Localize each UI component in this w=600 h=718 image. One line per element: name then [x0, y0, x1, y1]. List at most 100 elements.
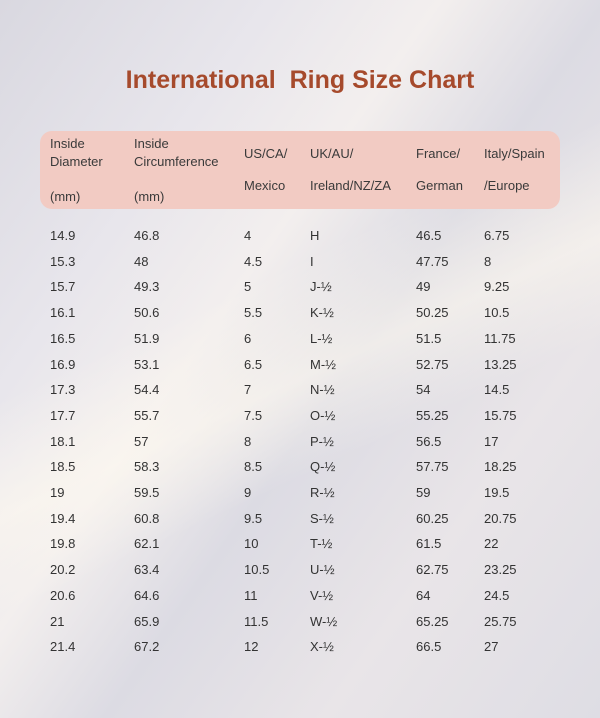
table-cell: 18.1	[50, 433, 76, 449]
table-cell: 50.6	[134, 305, 160, 321]
column-header-text: Italy/Spain	[484, 146, 545, 161]
table-cell: 18.5	[50, 459, 76, 475]
table-row: 19.8 62.1 10 T-½ 61.5 22	[0, 536, 600, 556]
table-cell: 15.3	[50, 253, 76, 269]
table-cell: 10.5	[484, 305, 510, 321]
table-cell: 8	[484, 253, 492, 269]
table-cell: 10	[244, 536, 259, 552]
table-cell: 21	[50, 613, 65, 629]
table-cell: 20.6	[50, 587, 76, 603]
table-row: 20.6 64.6 11 V-½ 64 24.5	[0, 588, 600, 608]
table-cell: 65.25	[416, 613, 449, 629]
table-cell: 15.7	[50, 279, 76, 295]
table-row: 14.9 46.8 4 H 46.5 6.75	[0, 228, 600, 248]
table-cell: 46.8	[134, 228, 160, 243]
column-header-text: UK/AU/	[310, 146, 354, 161]
table-cell: 18.25	[484, 459, 517, 475]
table-cell: 56.5	[416, 433, 442, 449]
table-cell: 19.8	[50, 536, 76, 552]
table-cell: 17.7	[50, 407, 76, 423]
table-cell: 15.75	[484, 407, 517, 423]
table-cell: P-½	[310, 433, 334, 449]
table-cell: 19	[50, 485, 65, 500]
table-row: 16.9 53.1 6.5 M-½ 52.75 13.25	[0, 357, 600, 377]
table-cell: 4.5	[244, 253, 263, 269]
table-cell: 16.9	[50, 356, 76, 372]
table-cell: 9.5	[244, 510, 263, 526]
table-cell: V-½	[310, 587, 334, 603]
table-cell: 7.5	[244, 407, 263, 423]
table-row: 20.2 63.4 10.5 U-½ 62.75 23.25	[0, 562, 600, 582]
table-cell: 22	[484, 536, 499, 552]
table-cell: 19.4	[50, 510, 76, 526]
table-cell: 8	[244, 433, 252, 449]
table-cell: 60.8	[134, 510, 160, 526]
table-cell: 12	[244, 639, 259, 655]
table-cell: 61.5	[416, 536, 442, 552]
table-cell: 64	[416, 587, 431, 603]
table-cell: 8.5	[244, 459, 263, 475]
table-cell: 57	[134, 433, 149, 449]
table-cell: 20.2	[50, 562, 76, 578]
column-header-text: France/	[416, 146, 461, 161]
table-cell: H	[310, 228, 320, 243]
table-cell: 20.75	[484, 510, 517, 526]
table-cell: L-½	[310, 330, 333, 346]
table-cell: 17.3	[50, 382, 76, 398]
table-cell: 51.5	[416, 330, 442, 346]
table-cell: 25.75	[484, 613, 517, 629]
table-cell: 49	[416, 279, 431, 295]
column-header-text: Mexico	[244, 178, 286, 193]
table-cell: 46.5	[416, 228, 442, 243]
table-cell: 16.1	[50, 305, 76, 321]
table-cell: 10.5	[244, 562, 270, 578]
column-header-text: US/CA/	[244, 146, 288, 161]
table-cell: 58.3	[134, 459, 160, 475]
table-cell: O-½	[310, 407, 336, 423]
column-header-text: Inside	[50, 136, 85, 151]
table-cell: S-½	[310, 510, 334, 526]
table-cell: 55.7	[134, 407, 160, 423]
table-cell: 47.75	[416, 253, 449, 269]
table-cell: 62.75	[416, 562, 449, 578]
table-cell: 11	[244, 587, 258, 603]
table-row: 21.4 67.2 12 X-½ 66.5 27	[0, 639, 600, 659]
table-row: 15.3 48 4.5 I 47.75 8	[0, 254, 600, 274]
table-cell: X-½	[310, 639, 334, 655]
table-cell: 53.1	[134, 356, 160, 372]
table-cell: 59.5	[134, 485, 160, 500]
table-cell: 59	[416, 485, 431, 500]
table-cell: 6.75	[484, 228, 510, 243]
table-cell: 5	[244, 279, 252, 295]
table-row: 18.1 57 8 P-½ 56.5 17	[0, 434, 600, 454]
table-row: 19.4 60.8 9.5 S-½ 60.25 20.75	[0, 511, 600, 531]
table-cell: W-½	[310, 613, 338, 629]
column-header-text: German	[416, 178, 463, 193]
table-row: 16.5 51.9 6 L-½ 51.5 11.75	[0, 331, 600, 351]
table-cell: Q-½	[310, 459, 336, 475]
table-cell: 52.75	[416, 356, 449, 372]
table-cell: 17	[484, 433, 499, 449]
table-row: 21 65.9 11.5 W-½ 65.25 25.75	[0, 614, 600, 634]
table-cell: J-½	[310, 279, 332, 295]
table-row: 18.5 58.3 8.5 Q-½ 57.75 18.25	[0, 459, 600, 479]
table-cell: 21.4	[50, 639, 76, 655]
table-header	[40, 131, 560, 209]
table-cell: 66.5	[416, 639, 442, 655]
table-cell: 57.75	[416, 459, 449, 475]
table-cell: I	[310, 253, 314, 269]
table-cell: 9.25	[484, 279, 510, 295]
column-header-text: /Europe	[484, 178, 530, 193]
table-cell: 7	[244, 382, 252, 398]
table-cell: M-½	[310, 356, 336, 372]
table-cell: 62.1	[134, 536, 160, 552]
column-header-text: Circumference	[134, 154, 219, 169]
table-cell: 14.5	[484, 382, 510, 398]
column-header-text: (mm)	[50, 189, 81, 204]
table-cell: 16.5	[50, 330, 76, 346]
table-cell: 54.4	[134, 382, 160, 398]
table-cell: 27	[484, 639, 499, 655]
table-cell: 4	[244, 228, 252, 243]
table-cell: 14.9	[50, 228, 76, 243]
